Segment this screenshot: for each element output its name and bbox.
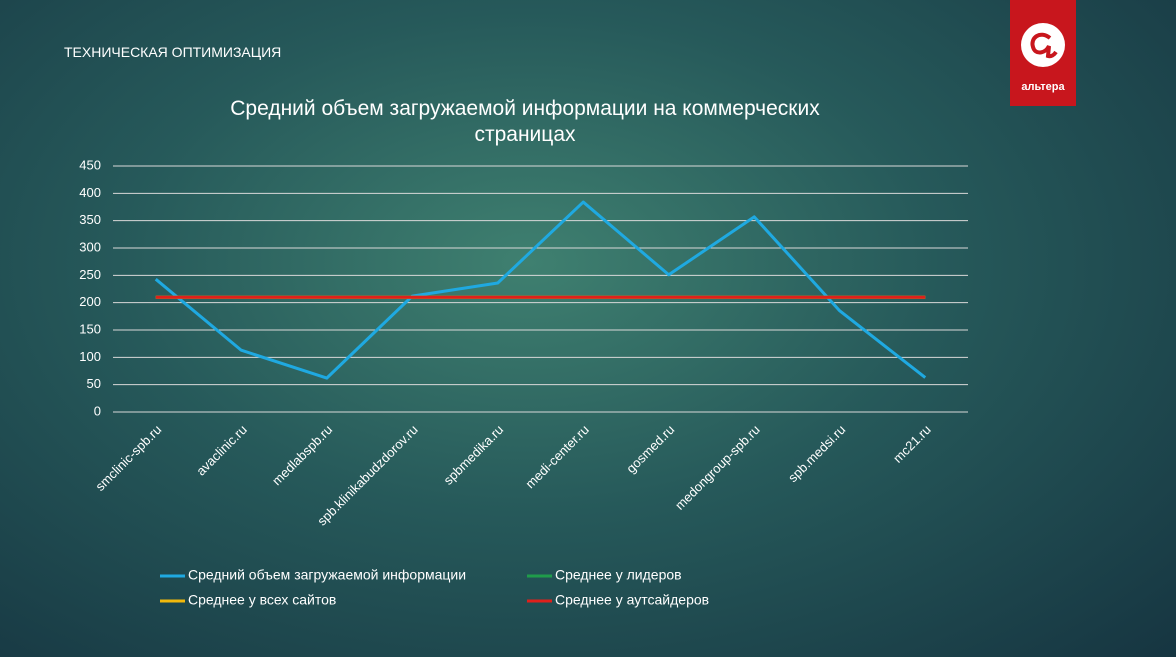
logo-text: альтера [1021,81,1065,93]
y-tick-label: 400 [79,185,101,200]
y-tick-label: 100 [79,349,101,364]
logo-circle [1021,23,1065,67]
y-tick-label: 150 [79,321,101,336]
series-line [154,200,927,380]
section-title: ТЕХНИЧЕСКАЯ ОПТИМИЗАЦИЯ [64,44,282,60]
logo: альтера [1010,0,1076,106]
x-tick-label: avaclinic.ru [193,422,250,479]
legend-label: Средний объем загружаемой информации [188,567,466,583]
x-tick-label: mc21.ru [890,422,934,466]
legend-label: Среднее у аутсайдеров [555,592,709,608]
x-tick-label: medongroup-spb.ru [672,422,763,513]
y-tick-label: 450 [79,157,101,172]
y-tick-label: 250 [79,267,101,282]
x-tick-label: smclinic-spb.ru [92,422,164,494]
x-tick-label: spb.medsi.ru [785,422,848,485]
y-tick-label: 350 [79,212,101,227]
y-tick-label: 200 [79,294,101,309]
y-tick-label: 300 [79,239,101,254]
legend-label: Среднее у лидеров [555,567,682,583]
y-tick-label: 50 [87,376,101,391]
y-tick-label: 0 [94,403,101,418]
legend-label: Среднее у всех сайтов [188,592,336,608]
x-tick-label: gosmed.ru [623,422,677,476]
chart-title: Средний объем загружаемой информации на … [230,97,820,146]
x-tick-label: spbmedika.ru [441,422,507,488]
logo-glyph [1030,32,1058,59]
x-tick-label: spb.klinikabudzdorov.ru [314,422,421,529]
x-tick-label: medi-center.ru [522,422,591,491]
x-tick-label: medlabspb.ru [269,422,335,488]
